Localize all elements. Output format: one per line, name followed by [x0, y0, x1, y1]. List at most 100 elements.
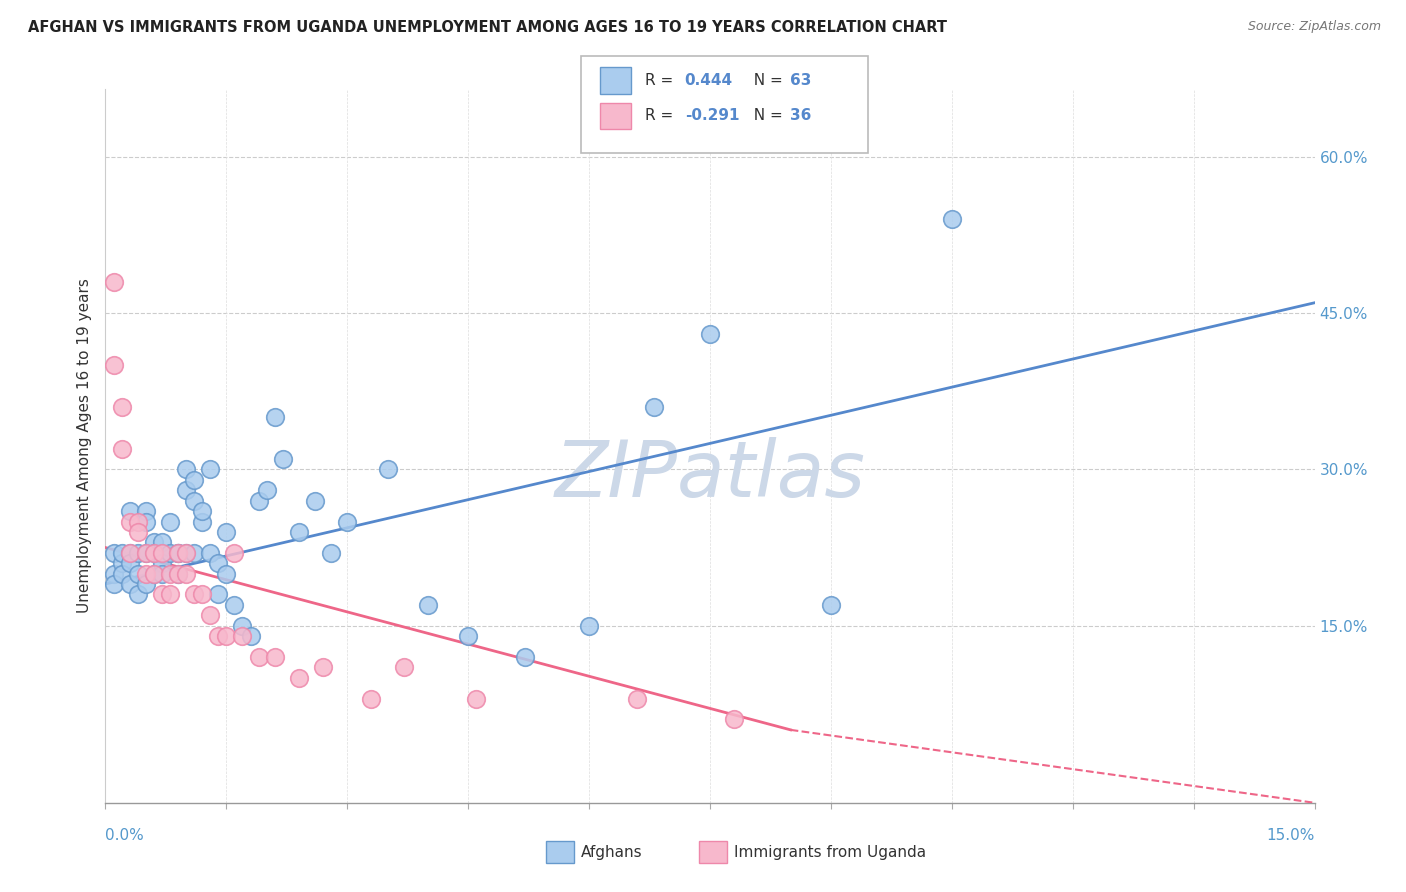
Point [135, 577, 157, 591]
Point [174, 566, 197, 581]
Point [231, 629, 253, 643]
Point [643, 400, 665, 414]
Point [723, 713, 745, 727]
Point [288, 671, 311, 685]
Point [200, 546, 222, 560]
Point [191, 587, 214, 601]
Point [183, 473, 205, 487]
Point [247, 649, 270, 664]
Point [263, 410, 285, 425]
Text: -0.291: -0.291 [685, 109, 740, 123]
Point [110, 556, 132, 570]
Point [150, 566, 173, 581]
Point [191, 504, 214, 518]
Point [321, 546, 343, 560]
Point [200, 462, 222, 476]
Point [457, 629, 479, 643]
Text: AFGHAN VS IMMIGRANTS FROM UGANDA UNEMPLOYMENT AMONG AGES 16 TO 19 YEARS CORRELAT: AFGHAN VS IMMIGRANTS FROM UGANDA UNEMPLO… [28, 20, 948, 35]
Point [150, 546, 173, 560]
Point [142, 546, 165, 560]
Text: Source: ZipAtlas.com: Source: ZipAtlas.com [1247, 20, 1381, 33]
Point [118, 504, 141, 518]
Point [513, 649, 536, 664]
Text: 63: 63 [790, 73, 811, 87]
Point [127, 524, 149, 539]
Point [110, 442, 132, 456]
Point [127, 515, 149, 529]
Point [215, 566, 238, 581]
Point [183, 546, 205, 560]
Point [103, 577, 125, 591]
Point [336, 515, 359, 529]
Point [174, 462, 197, 476]
Text: Afghans: Afghans [581, 845, 643, 860]
Text: R =: R = [645, 73, 679, 87]
Point [263, 649, 285, 664]
Point [200, 608, 222, 623]
Point [159, 515, 181, 529]
Point [377, 462, 399, 476]
Point [215, 524, 238, 539]
Point [183, 587, 205, 601]
Point [150, 556, 173, 570]
Point [224, 546, 246, 560]
Text: Immigrants from Uganda: Immigrants from Uganda [734, 845, 927, 860]
Text: ZIPatlas: ZIPatlas [554, 436, 866, 513]
Point [142, 566, 165, 581]
Point [110, 400, 132, 414]
Point [103, 275, 125, 289]
Point [207, 556, 229, 570]
Point [207, 629, 229, 643]
Point [127, 587, 149, 601]
Point [271, 452, 294, 467]
Point [127, 566, 149, 581]
Point [820, 598, 842, 612]
Point [150, 546, 173, 560]
Point [135, 546, 157, 560]
Point [118, 546, 141, 560]
Point [256, 483, 278, 498]
Point [135, 504, 157, 518]
Point [304, 493, 326, 508]
Point [224, 598, 246, 612]
Point [118, 577, 141, 591]
Point [110, 546, 132, 560]
Point [127, 546, 149, 560]
Text: N =: N = [744, 73, 787, 87]
Point [118, 556, 141, 570]
Point [167, 566, 190, 581]
Point [183, 493, 205, 508]
Point [239, 629, 262, 643]
Point [578, 618, 600, 632]
Point [174, 546, 197, 560]
Point [626, 691, 648, 706]
Point [174, 483, 197, 498]
Point [110, 566, 132, 581]
Point [699, 326, 721, 341]
Y-axis label: Unemployment Among Ages 16 to 19 years: Unemployment Among Ages 16 to 19 years [77, 278, 93, 614]
Point [167, 546, 190, 560]
Point [103, 358, 125, 372]
Point [135, 546, 157, 560]
Point [312, 660, 335, 674]
Point [150, 535, 173, 549]
Text: 0.0%: 0.0% [105, 828, 145, 843]
Point [360, 691, 382, 706]
Point [159, 587, 181, 601]
Text: 15.0%: 15.0% [1267, 828, 1315, 843]
Point [118, 546, 141, 560]
Point [150, 587, 173, 601]
Point [191, 515, 214, 529]
Point [167, 546, 190, 560]
Point [167, 566, 190, 581]
Point [207, 587, 229, 601]
Point [142, 566, 165, 581]
Point [135, 515, 157, 529]
Point [159, 546, 181, 560]
Point [465, 691, 488, 706]
Point [941, 212, 963, 227]
Point [103, 566, 125, 581]
Point [142, 546, 165, 560]
Point [215, 629, 238, 643]
Point [167, 546, 190, 560]
